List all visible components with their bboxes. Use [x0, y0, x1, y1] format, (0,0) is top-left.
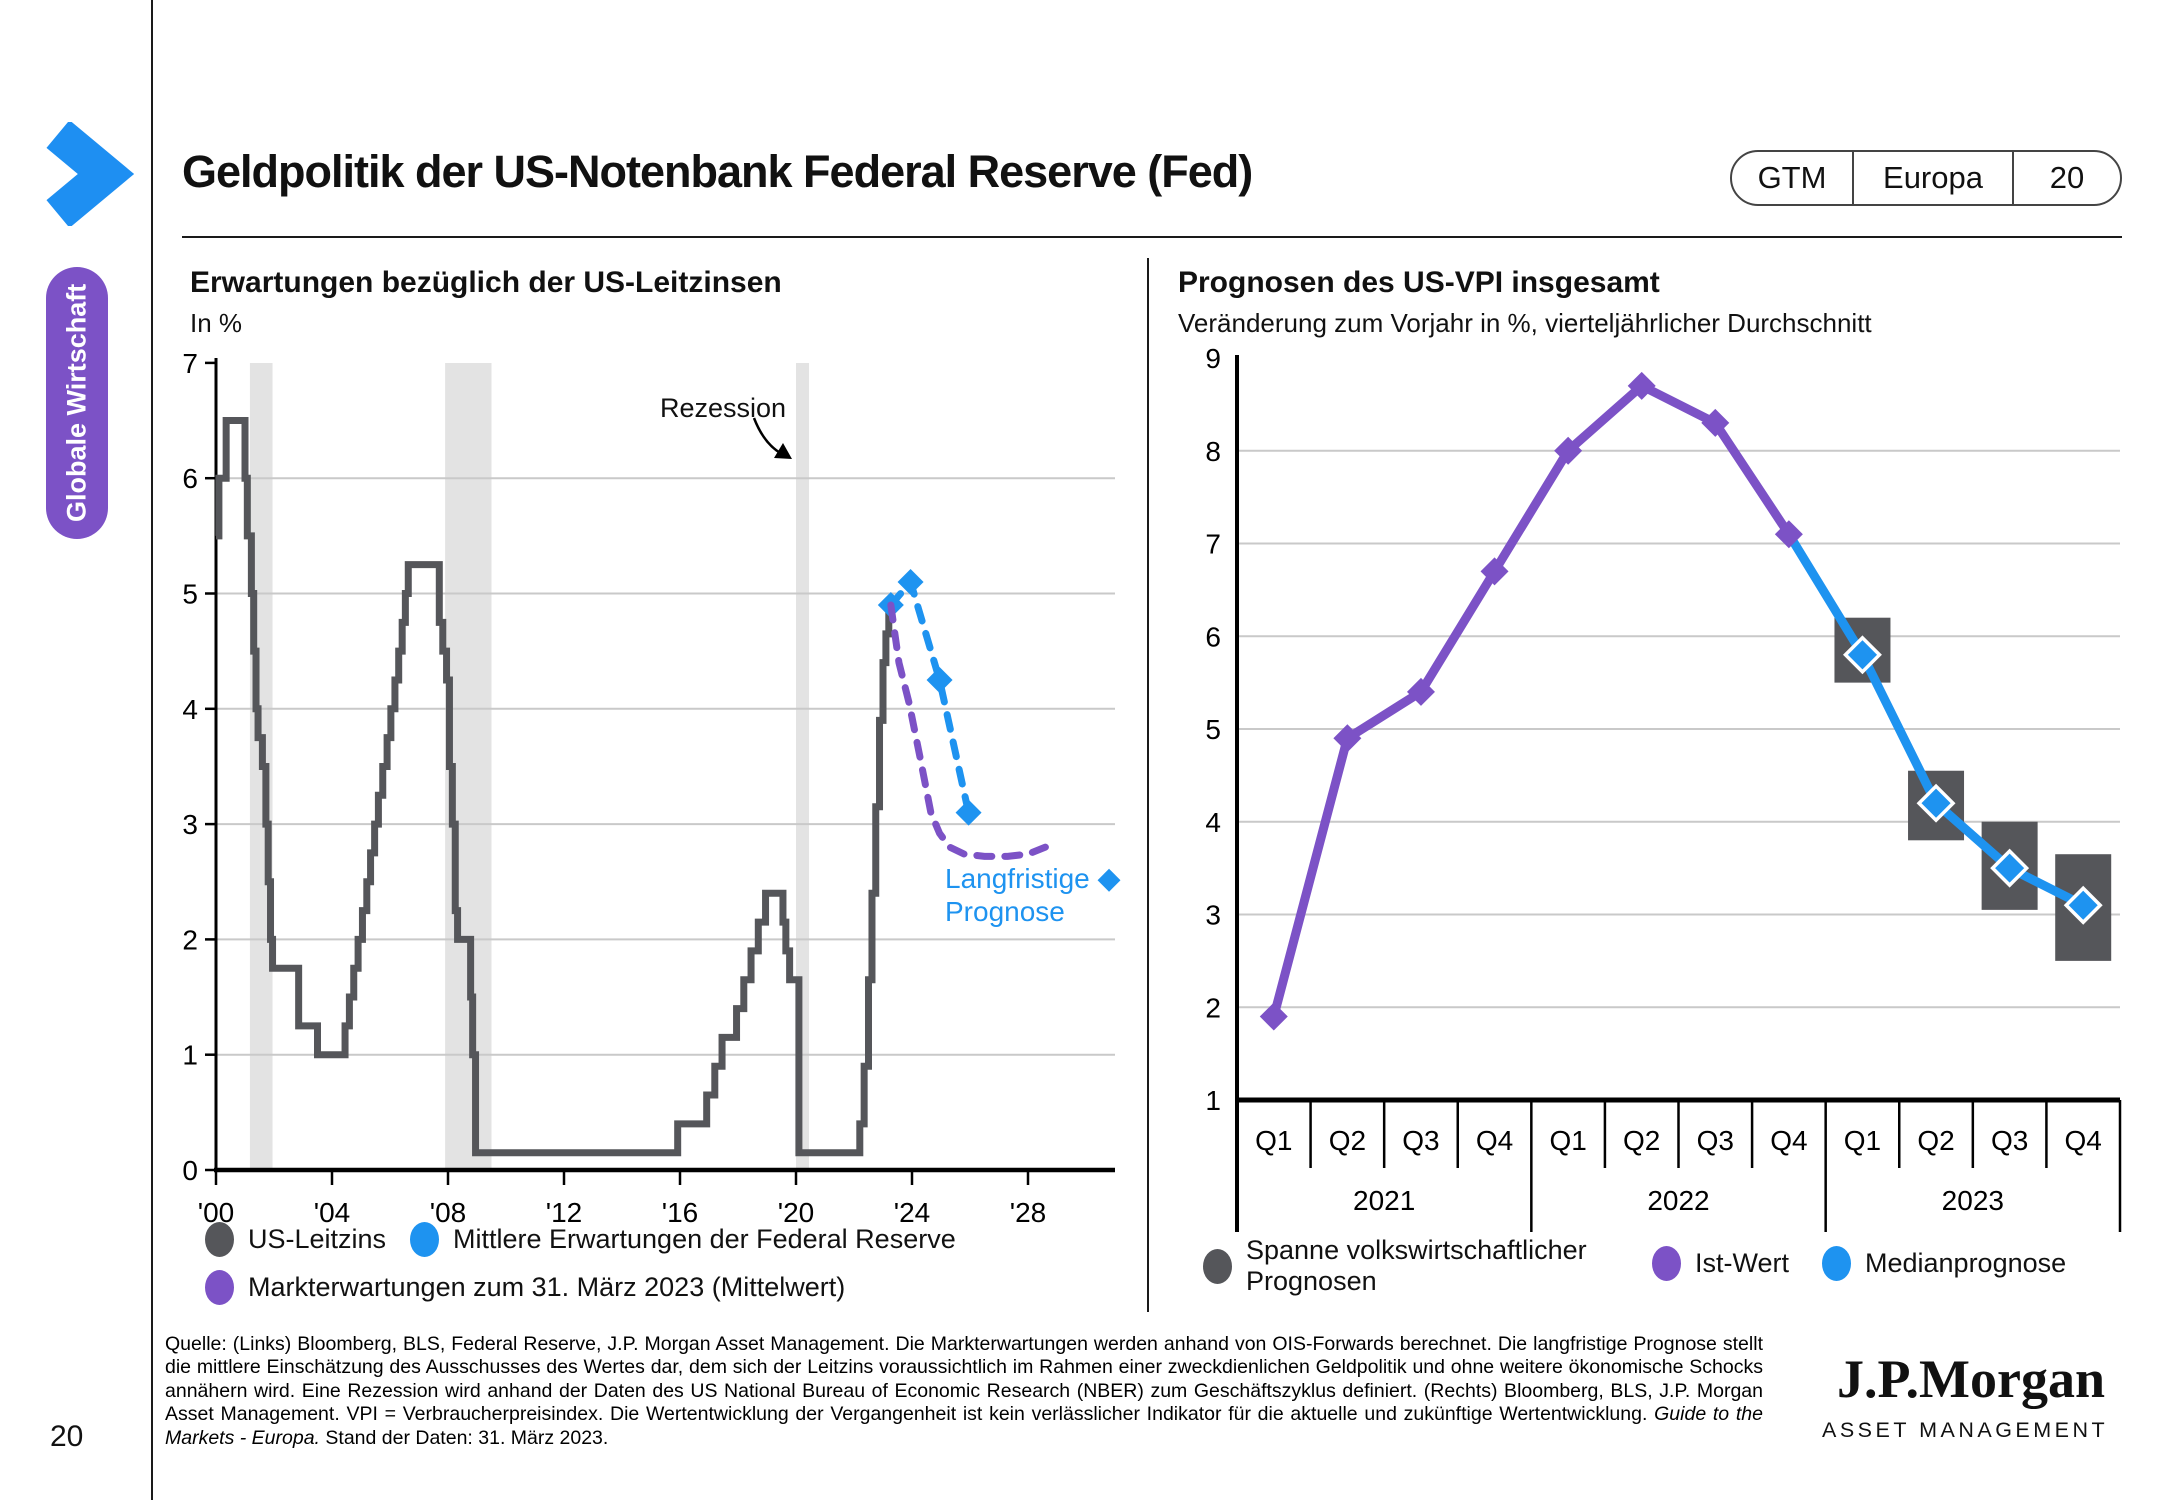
- svg-text:7: 7: [182, 348, 198, 379]
- jpmorgan-logo: J.P.Morgan ASSET MANAGEMENT: [1818, 1348, 2124, 1443]
- svg-text:5: 5: [1205, 714, 1221, 745]
- legend-item-us-leitzins: US-Leitzins: [205, 1222, 386, 1257]
- title-rule: [182, 236, 2122, 238]
- chevron-icon: [46, 122, 134, 226]
- gray-dot-icon: [1203, 1248, 1232, 1284]
- svg-text:4: 4: [1205, 807, 1221, 838]
- right-chart-title: Prognosen des US-VPI insgesamt: [1178, 266, 1660, 299]
- left-chart-subtitle: In %: [190, 308, 243, 338]
- page-title: Geldpolitik der US-Notenbank Federal Res…: [182, 146, 1253, 197]
- svg-text:'20: '20: [778, 1197, 815, 1228]
- page-number: 20: [50, 1420, 84, 1453]
- svg-text:'04: '04: [314, 1197, 351, 1228]
- svg-text:Q4: Q4: [2065, 1125, 2102, 1156]
- svg-text:'28: '28: [1010, 1197, 1047, 1228]
- gtm-badge-page: 20: [2049, 160, 2085, 195]
- svg-text:Q4: Q4: [1476, 1125, 1513, 1156]
- svg-text:2023: 2023: [1942, 1185, 2004, 1216]
- svg-text:'08: '08: [430, 1197, 467, 1228]
- svg-text:Q2: Q2: [1623, 1125, 1660, 1156]
- svg-text:Q3: Q3: [1991, 1125, 2028, 1156]
- svg-text:6: 6: [1205, 621, 1221, 652]
- svg-text:Q4: Q4: [1770, 1125, 1807, 1156]
- right-chart-subtitle: Veränderung zum Vorjahr in %, vierteljäh…: [1178, 308, 1872, 338]
- svg-text:5: 5: [182, 579, 198, 610]
- svg-text:Q2: Q2: [1329, 1125, 1366, 1156]
- recession-arrow-icon: [752, 417, 792, 459]
- svg-text:4: 4: [182, 694, 198, 725]
- legend-item-medianprognose: Medianprognose: [1822, 1246, 2066, 1281]
- footer-publication: Guide to the Markets - Europa.: [165, 1403, 1763, 1449]
- svg-text:Q1: Q1: [1549, 1125, 1586, 1156]
- svg-text:Q3: Q3: [1697, 1125, 1734, 1156]
- sidebar-section-pill: Globale Wirtschaft: [46, 267, 108, 539]
- svg-text:6: 6: [182, 463, 198, 494]
- legend-item-ist-wert: Ist-Wert: [1652, 1246, 1789, 1281]
- svg-text:7: 7: [1205, 529, 1221, 560]
- svg-text:2: 2: [1205, 992, 1221, 1023]
- svg-text:2021: 2021: [1353, 1185, 1415, 1216]
- right-chart-plot: 1 2 3 4 5 6 7 8 9 Q1 Q2 Q3 Q4 Q1 Q2 Q3 Q4 Q1 Q2 Q3 Q4 2021 202…: [1205, 343, 2122, 1232]
- gtm-badge: GTM Europa 20: [1730, 150, 2122, 206]
- svg-text:1: 1: [1205, 1085, 1221, 1116]
- svg-text:Q1: Q1: [1844, 1125, 1881, 1156]
- purple-dot-icon: [1652, 1246, 1681, 1281]
- source-note: Quelle: (Links) Bloomberg, BLS, Federal …: [165, 1333, 1763, 1449]
- blue-dot-icon: [410, 1222, 439, 1257]
- legend-item-markterwartungen: Markterwartungen zum 31. März 2023 (Mitt…: [205, 1270, 845, 1305]
- svg-text:9: 9: [1205, 343, 1221, 374]
- svg-text:3: 3: [1205, 900, 1221, 931]
- recession-annotation: Rezession: [660, 393, 787, 423]
- gtm-badge-region: Europa: [1852, 152, 2014, 204]
- longrun-forecast-label: Langfristige ◆ Prognose: [945, 862, 1121, 927]
- sidebar-divider: [151, 0, 153, 1500]
- svg-text:2022: 2022: [1647, 1185, 1709, 1216]
- legend-item-spanne: Spanne volkswirtschaftlicher Prognosen: [1203, 1235, 1587, 1297]
- svg-text:1: 1: [182, 1040, 198, 1071]
- purple-dot-icon: [205, 1270, 234, 1305]
- svg-text:8: 8: [1205, 436, 1221, 467]
- svg-text:2: 2: [182, 924, 198, 955]
- svg-text:'16: '16: [662, 1197, 699, 1228]
- gtm-badge-brand: GTM: [1757, 160, 1827, 195]
- svg-text:3: 3: [182, 809, 198, 840]
- left-chart-title: Erwartungen bezüglich der US-Leitzinsen: [190, 266, 782, 299]
- svg-text:Q3: Q3: [1402, 1125, 1439, 1156]
- blue-dot-icon: [1822, 1246, 1851, 1281]
- legend-item-fed-erwartungen: Mittlere Erwartungen der Federal Reserve: [410, 1222, 956, 1257]
- sidebar-section-label: Globale Wirtschaft: [61, 283, 92, 523]
- logo-subtitle: ASSET MANAGEMENT: [1822, 1418, 2109, 1442]
- svg-text:Q1: Q1: [1255, 1125, 1292, 1156]
- svg-text:0: 0: [182, 1155, 198, 1186]
- svg-text:'24: '24: [894, 1197, 931, 1228]
- gray-dot-icon: [205, 1222, 234, 1257]
- svg-text:'12: '12: [546, 1197, 583, 1228]
- logo-wordmark: J.P.Morgan: [1837, 1349, 2105, 1409]
- svg-text:Q2: Q2: [1917, 1125, 1954, 1156]
- longrun-diamond-icon: ◆: [1097, 862, 1121, 895]
- panel-divider: [1147, 258, 1149, 1312]
